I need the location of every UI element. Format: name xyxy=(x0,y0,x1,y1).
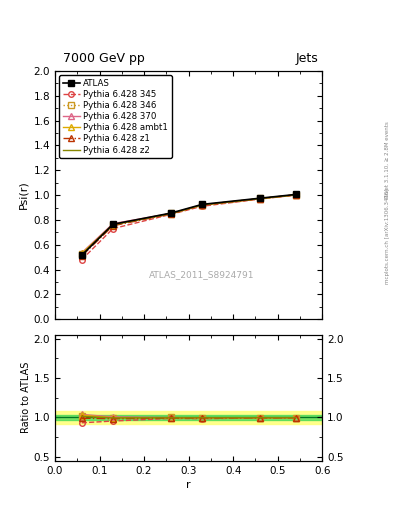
Pythia 6.428 z2 xyxy=(293,192,298,198)
Pythia 6.428 ambt1 xyxy=(79,250,84,257)
ATLAS xyxy=(257,195,262,201)
Pythia 6.428 345 xyxy=(79,257,84,263)
Pythia 6.428 345 xyxy=(293,192,298,198)
Line: Pythia 6.428 z1: Pythia 6.428 z1 xyxy=(79,192,298,259)
Pythia 6.428 370 xyxy=(110,221,115,227)
Bar xyxy=(55,411,322,424)
Pythia 6.428 z1 xyxy=(110,223,115,229)
Line: Pythia 6.428 370: Pythia 6.428 370 xyxy=(79,192,298,255)
Pythia 6.428 346 xyxy=(257,196,262,202)
Pythia 6.428 345 xyxy=(110,226,115,232)
X-axis label: r: r xyxy=(186,480,191,490)
ATLAS xyxy=(200,201,204,207)
Pythia 6.428 z2 xyxy=(200,202,204,208)
Pythia 6.428 z1 xyxy=(293,192,298,198)
Pythia 6.428 346 xyxy=(200,202,204,208)
ATLAS xyxy=(293,191,298,198)
Pythia 6.428 z2 xyxy=(110,222,115,228)
Pythia 6.428 346 xyxy=(293,192,298,198)
Pythia 6.428 z1 xyxy=(79,253,84,259)
Line: Pythia 6.428 345: Pythia 6.428 345 xyxy=(79,193,298,263)
Pythia 6.428 z2 xyxy=(79,251,84,258)
Pythia 6.428 ambt1 xyxy=(169,210,173,217)
Pythia 6.428 370 xyxy=(257,196,262,202)
Pythia 6.428 345 xyxy=(257,196,262,202)
Pythia 6.428 370 xyxy=(293,192,298,198)
Pythia 6.428 z2 xyxy=(257,196,262,202)
Pythia 6.428 370 xyxy=(169,210,173,217)
ATLAS xyxy=(110,221,115,227)
Pythia 6.428 346 xyxy=(79,251,84,257)
Pythia 6.428 345 xyxy=(200,203,204,209)
Pythia 6.428 370 xyxy=(79,250,84,256)
Pythia 6.428 345 xyxy=(169,211,173,218)
Pythia 6.428 ambt1 xyxy=(110,222,115,228)
Pythia 6.428 z1 xyxy=(257,196,262,202)
Pythia 6.428 370 xyxy=(200,202,204,208)
Line: ATLAS: ATLAS xyxy=(78,191,299,259)
ATLAS xyxy=(79,252,84,259)
Line: Pythia 6.428 z2: Pythia 6.428 z2 xyxy=(82,195,296,254)
Pythia 6.428 z1 xyxy=(169,211,173,217)
Text: ATLAS_2011_S8924791: ATLAS_2011_S8924791 xyxy=(149,270,255,279)
Legend: ATLAS, Pythia 6.428 345, Pythia 6.428 346, Pythia 6.428 370, Pythia 6.428 ambt1,: ATLAS, Pythia 6.428 345, Pythia 6.428 34… xyxy=(59,75,172,158)
Pythia 6.428 ambt1 xyxy=(293,192,298,198)
ATLAS xyxy=(169,210,173,216)
Bar xyxy=(55,415,322,420)
Text: Jets: Jets xyxy=(296,52,318,65)
Line: Pythia 6.428 ambt1: Pythia 6.428 ambt1 xyxy=(79,192,298,256)
Text: mcplots.cern.ch [arXiv:1306.3436]: mcplots.cern.ch [arXiv:1306.3436] xyxy=(385,188,389,284)
Pythia 6.428 z1 xyxy=(200,202,204,208)
Pythia 6.428 ambt1 xyxy=(257,196,262,202)
Pythia 6.428 346 xyxy=(110,222,115,228)
Text: 7000 GeV pp: 7000 GeV pp xyxy=(63,52,145,65)
Pythia 6.428 z2 xyxy=(169,210,173,217)
Y-axis label: Psi(r): Psi(r) xyxy=(18,181,28,209)
Pythia 6.428 ambt1 xyxy=(200,202,204,208)
Y-axis label: Ratio to ATLAS: Ratio to ATLAS xyxy=(21,362,31,434)
Text: Rivet 3.1.10, ≥ 2.8M events: Rivet 3.1.10, ≥ 2.8M events xyxy=(385,121,389,198)
Pythia 6.428 346 xyxy=(169,210,173,216)
Line: Pythia 6.428 346: Pythia 6.428 346 xyxy=(79,192,298,257)
